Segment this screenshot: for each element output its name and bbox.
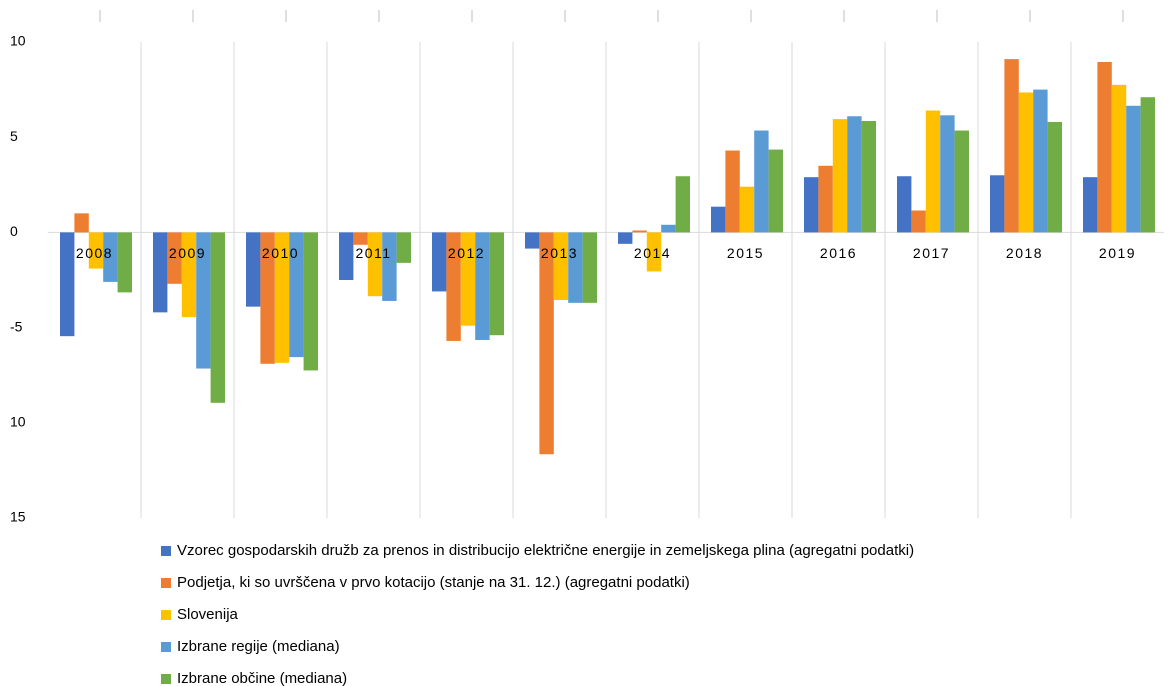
bar [739,186,755,233]
y-tick-label: 10 [10,33,26,49]
legend-label: Izbrane občine (mediana) [177,670,347,686]
bar [181,232,197,318]
bar [303,232,318,371]
bar [861,121,876,233]
y-tick-label: 10 [10,414,26,430]
y-tick-label: 0 [10,223,18,239]
bar [1111,84,1127,233]
bar [804,177,819,233]
bar [167,232,182,284]
bar [711,206,726,233]
bar [153,232,168,313]
x-tick-label: 2010 [262,245,299,261]
x-tick-label: 2008 [76,245,113,261]
y-tick-label: 5 [10,128,18,144]
bar [1004,59,1019,233]
bar [103,232,118,282]
bar [632,230,647,233]
bar [553,232,569,300]
x-tick-label: 2019 [1099,245,1136,261]
x-tick-label: 2013 [541,245,578,261]
bar [1047,121,1062,233]
bar [1126,105,1141,233]
legend-label: Slovenija [177,606,239,623]
x-tick-label: 2016 [820,245,857,261]
bar [339,232,354,280]
bar [196,232,211,369]
legend-swatch [161,674,171,684]
bar [1018,92,1034,233]
bar [725,150,740,233]
y-tick-label: -5 [10,318,23,334]
bar [832,119,848,233]
bar [1033,89,1048,233]
bar [260,232,275,364]
legend-label: Vzorec gospodarskih družb za prenos in d… [177,542,914,559]
bar [210,232,225,403]
bar [1083,177,1098,233]
x-tick-label: 2015 [727,245,764,261]
bar [117,232,132,293]
x-tick-label: 2018 [1006,245,1043,261]
x-tick-label: 2011 [355,245,391,261]
legend-swatch [161,610,171,620]
bar [489,232,504,336]
legend-label: Podjetja, ki so uvrščena v prvo kotacijo… [177,574,690,591]
bar [911,210,926,233]
bar [940,115,955,233]
bar [475,232,490,340]
bar [539,232,554,455]
bar [990,175,1005,233]
bar [396,232,411,263]
bar [954,130,969,233]
bar [582,232,597,303]
bar [60,232,75,337]
y-tick-label: 15 [10,509,26,525]
bar [925,110,941,233]
bar [432,232,447,292]
bar [246,232,261,307]
bar [353,232,368,245]
bar [74,213,89,233]
bar [754,130,769,233]
x-tick-label: 2012 [448,245,485,261]
bar [618,232,633,244]
bar [88,232,104,269]
legend-swatch [161,578,171,588]
bar [1140,97,1155,233]
x-tick-label: 2017 [913,245,950,261]
bar [646,232,662,272]
bar [460,232,476,326]
bar [525,232,540,249]
x-tick-label: 2009 [169,245,206,261]
bar [274,232,290,363]
bar [768,149,783,233]
bar [289,232,304,358]
legend-label: Izbrane regije (mediana) [177,638,340,655]
bar [446,232,461,341]
bar [818,165,833,233]
bar [847,116,862,233]
bar [675,176,690,233]
legend-swatch [161,642,171,652]
bar [568,232,583,303]
bar [367,232,383,297]
x-tick-label: 2014 [634,245,671,261]
bar [897,176,912,233]
bar [1097,61,1112,233]
bar [661,224,676,233]
legend-swatch [161,546,171,556]
bar [382,232,397,301]
